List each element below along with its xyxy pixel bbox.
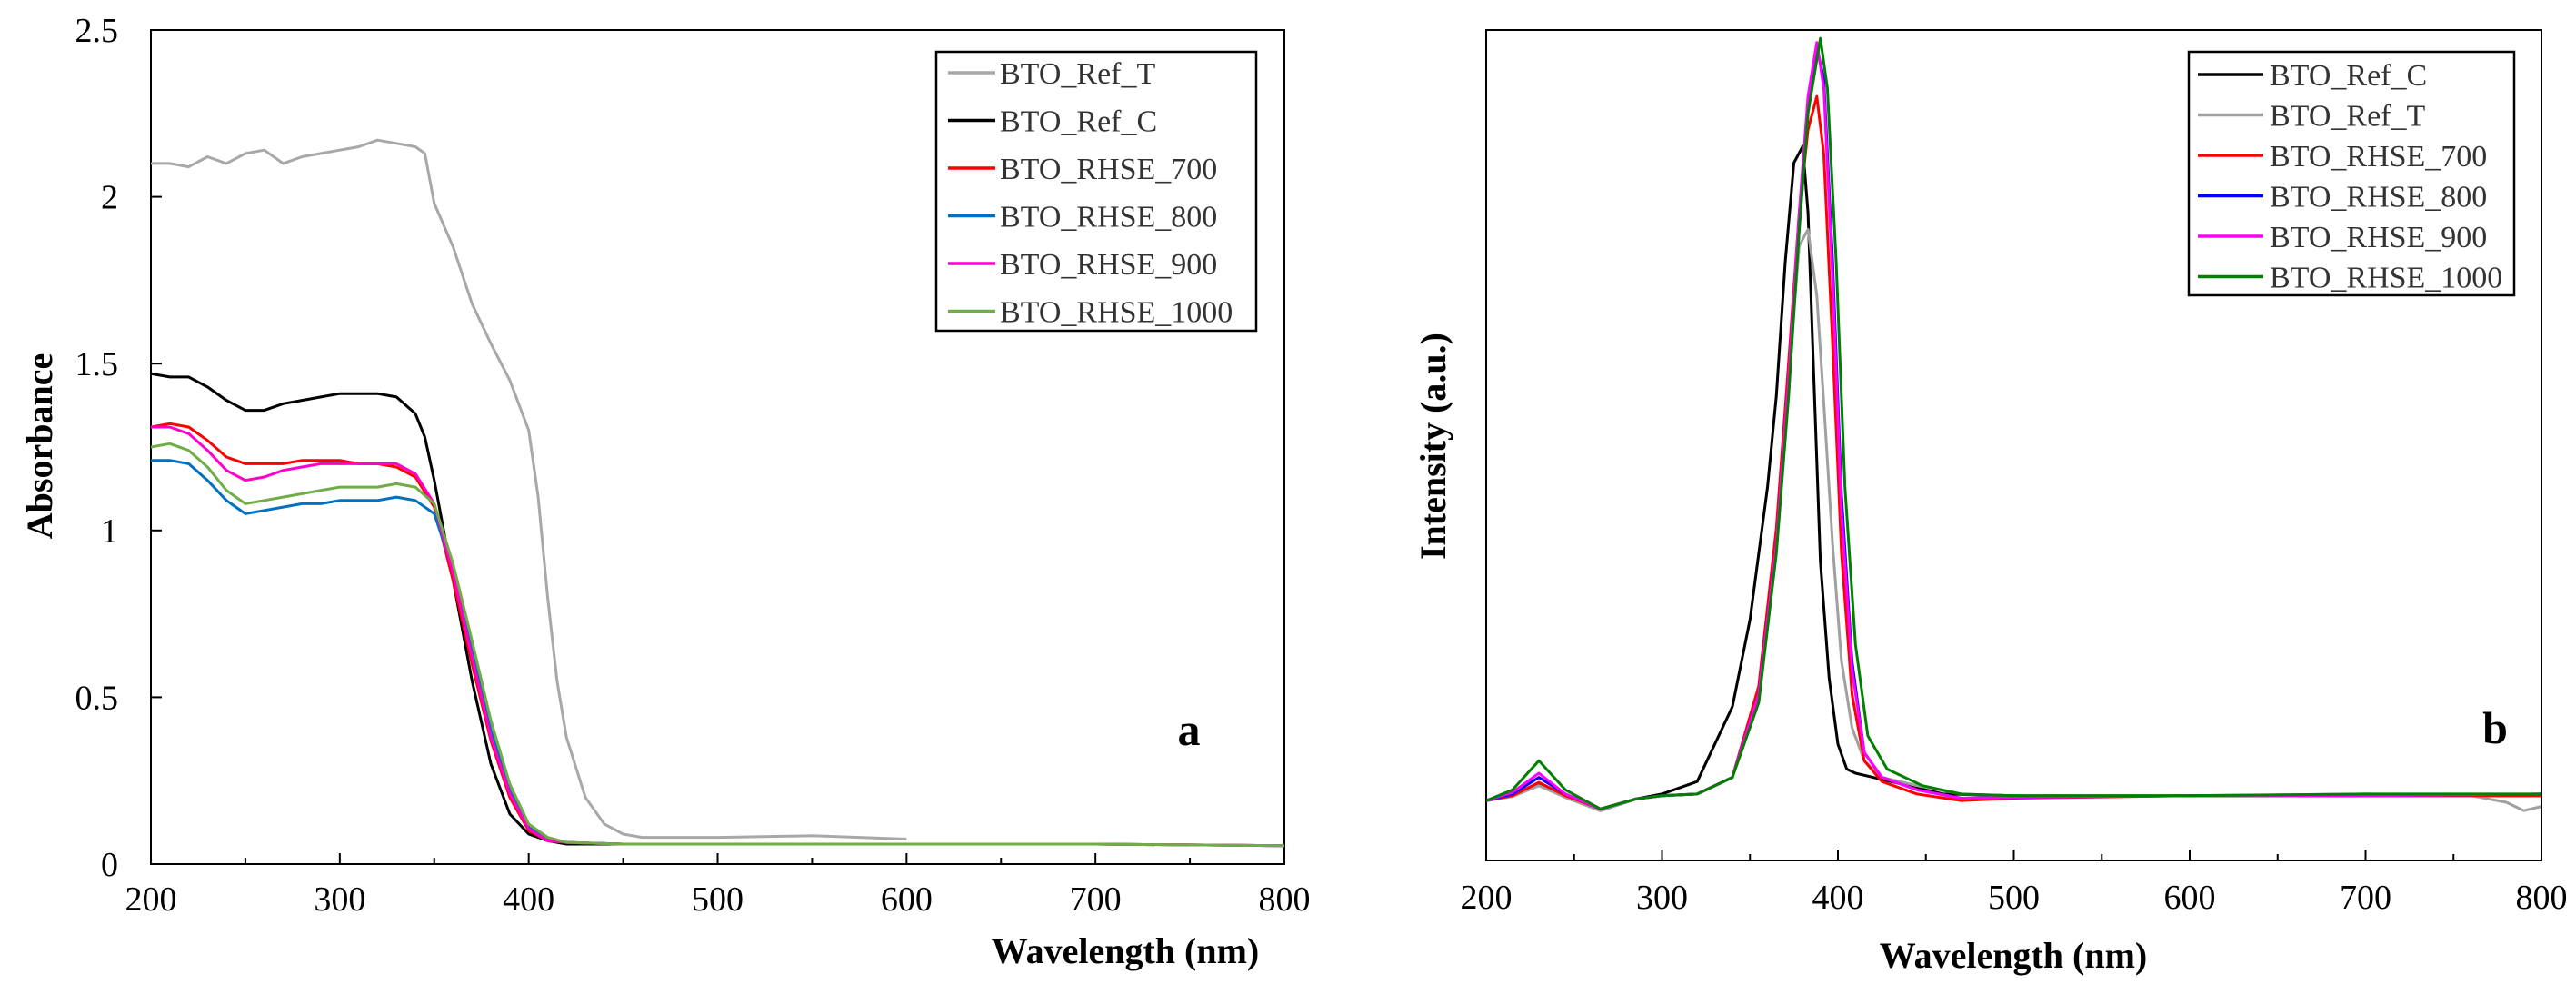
panel-a-y-tick-label: 2.5 (75, 12, 119, 50)
panel-b-x-tick-label: 400 (1812, 879, 1864, 917)
panel-b-intensity-chart: Wavelength (nm) Intensity (a.u.) b 200 30… (1413, 29, 2568, 976)
panel-b-x-axis-title: Wavelength (nm) (1880, 935, 2147, 976)
panel-a-letter: a (1178, 704, 1201, 755)
panel-a-legend-label: BTO_RHSE_900 (1000, 248, 1217, 282)
panel-a-series-group (151, 138, 1284, 848)
panel-b-x-tick-label: 600 (2164, 879, 2216, 917)
panel-a-series-line-bto-ref-c (151, 372, 756, 846)
panel-a-absorbance-chart: Wavelength (nm) Absorbance a 200 300 400 50… (19, 12, 1311, 971)
panel-a-x-axis-title: Wavelength (nm) (992, 930, 1259, 971)
panel-a-legend: BTO_Ref_T BTO_Ref_C BTO_RHSE_700 BTO_RHSE_8… (934, 50, 1258, 333)
panel-a-x-tick-label: 800 (1259, 880, 1311, 919)
panel-b-x-tick-label: 300 (1636, 879, 1688, 917)
panel-a-y-tick-label: 0.5 (75, 679, 119, 717)
panel-b-legend-box (2187, 50, 2516, 297)
panel-a-y-axis-title: Absorbance (19, 353, 60, 539)
panel-b-x-tick-label: 800 (2516, 879, 2568, 917)
panel-b-legend-label: BTO_RHSE_700 (2270, 140, 2487, 174)
panel-a-series-line-bto-rhse-700 (151, 422, 1284, 848)
panel-a-y-tick-label: 1.5 (75, 345, 119, 383)
panel-a-x-tick-label: 400 (503, 880, 554, 919)
panel-b-series-line-bto-rhse-1000 (1486, 36, 2541, 810)
panel-a-x-tick-label: 600 (881, 880, 933, 919)
panel-b-legend-label: BTO_RHSE_900 (2270, 221, 2487, 254)
panel-a-y-tick-label: 2 (101, 179, 118, 217)
panel-a-series-line-bto-rhse-1000 (151, 442, 1284, 848)
panel-b-series-group (1486, 36, 2541, 812)
panel-a-y-tick-label: 1 (101, 512, 118, 551)
panel-b-legend-label: BTO_Ref_T (2270, 100, 2425, 134)
panel-b-legend-label: BTO_RHSE_800 (2270, 181, 2487, 214)
panel-a-y-tick-label: 0 (101, 846, 118, 884)
panel-b-series-line-bto-ref-t (1486, 227, 2541, 812)
panel-a-x-tick-label: 700 (1070, 880, 1122, 919)
panel-a-x-tick-label: 500 (692, 880, 744, 919)
panel-a-legend-label: BTO_Ref_C (1000, 105, 1157, 139)
panel-b-legend-label: BTO_RHSE_1000 (2270, 262, 2502, 295)
panel-a-x-tick-label: 200 (125, 880, 177, 919)
panel-b-legend-label: BTO_Ref_C (2270, 59, 2427, 93)
panel-b-x-tick-label: 500 (1988, 879, 2040, 917)
panel-b-y-axis-title: Intensity (a.u.) (1413, 333, 1453, 560)
panel-a-series-line-bto-rhse-800 (151, 459, 1284, 848)
panel-b-x-tick-label: 200 (1461, 879, 1513, 917)
panel-a-legend-label: BTO_RHSE_1000 (1000, 296, 1233, 330)
panel-a-legend-box (934, 50, 1258, 333)
panel-b-x-tick-label: 700 (2340, 879, 2391, 917)
panel-a-series-line-bto-ref-t (151, 138, 907, 840)
panel-a-x-tick-label: 300 (314, 880, 365, 919)
panel-a-legend-label: BTO_RHSE_800 (1000, 201, 1217, 234)
panel-a-legend-label: BTO_RHSE_700 (1000, 153, 1217, 186)
panel-b-legend: BTO_Ref_C BTO_Ref_T BTO_RHSE_700 BTO_RHSE_8… (2187, 50, 2516, 297)
panel-a-legend-label: BTO_Ref_T (1000, 57, 1155, 91)
panel-b-letter: b (2482, 702, 2508, 753)
